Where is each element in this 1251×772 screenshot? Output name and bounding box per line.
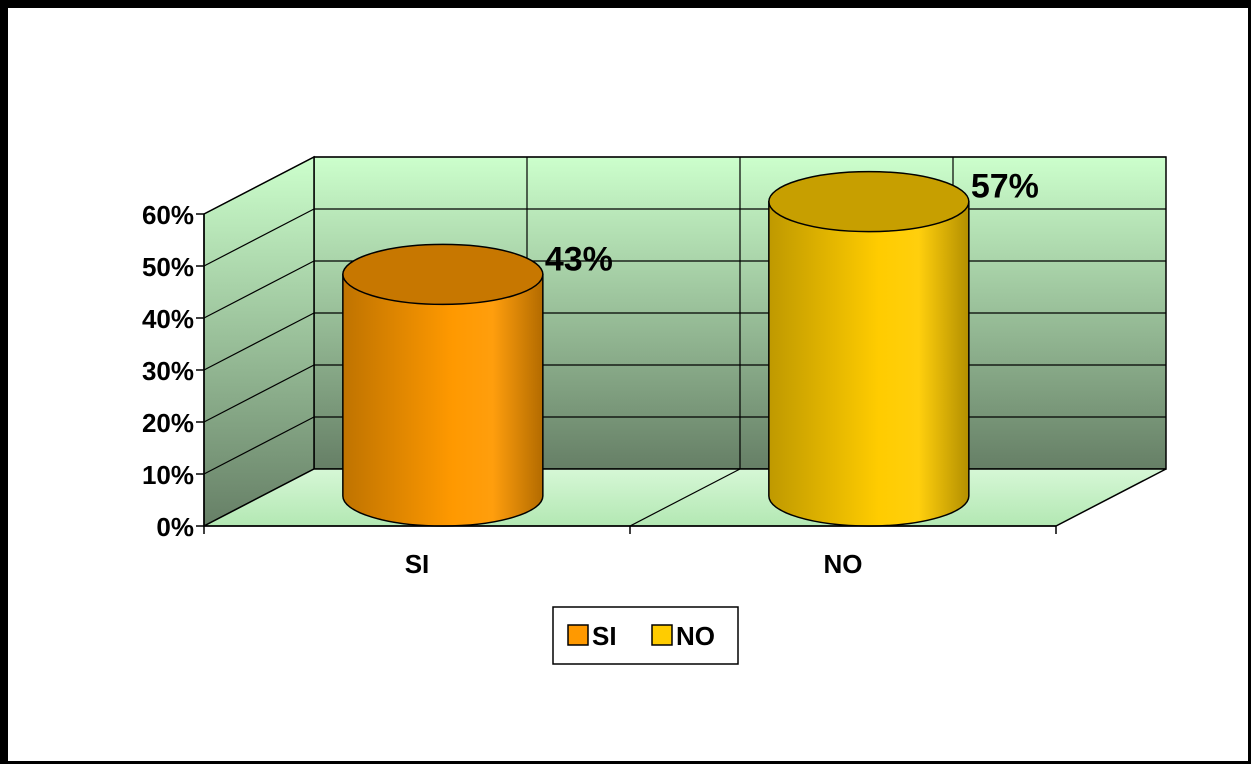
y-tick-label: 0% bbox=[156, 512, 194, 542]
legend: SI NO bbox=[552, 606, 739, 665]
y-tick-label: 30% bbox=[142, 356, 194, 386]
legend-label-si: SI bbox=[592, 621, 617, 651]
gridline-side bbox=[203, 364, 315, 423]
legend-swatch-no bbox=[651, 624, 673, 646]
y-tick-label: 50% bbox=[142, 252, 194, 282]
legend-swatch-si bbox=[567, 624, 589, 646]
x-axis: SI NO bbox=[203, 525, 1057, 579]
bars: 43% 57% bbox=[342, 168, 1039, 527]
x-tick-label: SI bbox=[405, 549, 430, 579]
y-tick-label: 60% bbox=[142, 200, 194, 230]
gridline-side bbox=[203, 312, 315, 371]
y-tick-label: 20% bbox=[142, 408, 194, 438]
x-tick-label: NO bbox=[824, 549, 863, 579]
bar-body bbox=[342, 273, 544, 527]
bar-no: 57% bbox=[768, 168, 1039, 527]
y-tick-label: 40% bbox=[142, 304, 194, 334]
y-tick-label: 10% bbox=[142, 460, 194, 490]
floor-separator bbox=[629, 468, 741, 527]
bar-body bbox=[768, 200, 970, 527]
data-label: 57% bbox=[971, 168, 1039, 206]
bar-top bbox=[768, 170, 970, 233]
chart: 0% 10% 20% 30% 40% 50% 60% 43% 57% SI NO SI NO bbox=[142, 155, 1167, 665]
legend-label-no: NO bbox=[676, 621, 715, 651]
gridline-side bbox=[203, 156, 315, 215]
bar-si: 43% bbox=[342, 240, 613, 527]
gridline-side bbox=[203, 260, 315, 319]
data-label: 43% bbox=[545, 240, 613, 278]
bar-top bbox=[342, 243, 544, 306]
gridline-side bbox=[203, 208, 315, 267]
gridline-side bbox=[203, 416, 315, 475]
y-axis: 0% 10% 20% 30% 40% 50% 60% bbox=[142, 200, 205, 542]
